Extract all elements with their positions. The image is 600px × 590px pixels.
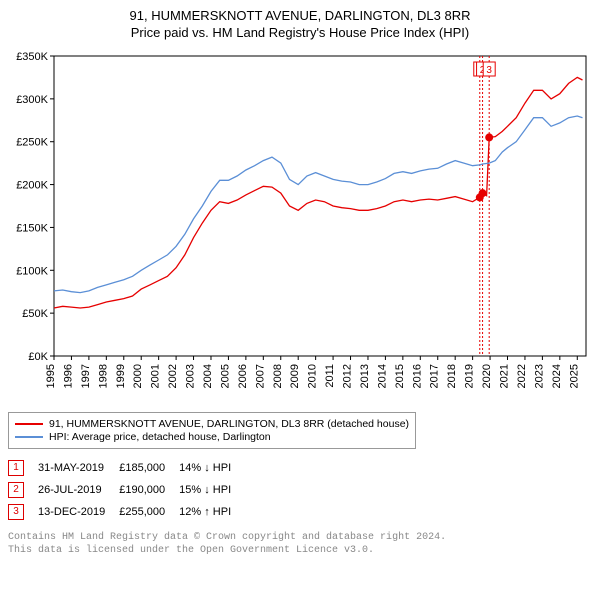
legend-label: HPI: Average price, detached house, Darl… <box>49 431 271 443</box>
svg-text:£200K: £200K <box>16 180 48 192</box>
svg-text:2021: 2021 <box>499 364 511 388</box>
title-line-2: Price paid vs. HM Land Registry's House … <box>8 25 592 40</box>
tx-date: 13-DEC-2019 <box>38 501 119 523</box>
svg-text:2006: 2006 <box>237 364 249 388</box>
tx-price: £255,000 <box>119 501 179 523</box>
svg-text:1996: 1996 <box>62 364 74 388</box>
svg-text:£100K: £100K <box>16 265 48 277</box>
svg-text:2018: 2018 <box>446 364 458 388</box>
svg-text:£150K: £150K <box>16 222 48 234</box>
svg-text:2016: 2016 <box>411 364 423 388</box>
legend-swatch <box>15 436 43 438</box>
table-row: 1 31-MAY-2019£185,00014% ↓ HPI <box>8 457 245 479</box>
svg-text:£350K: £350K <box>16 51 48 63</box>
tx-date: 26-JUL-2019 <box>38 479 119 501</box>
svg-text:£0K: £0K <box>28 351 48 363</box>
svg-text:2017: 2017 <box>429 364 441 388</box>
svg-text:2003: 2003 <box>185 364 197 388</box>
legend-item: 91, HUMMERSKNOTT AVENUE, DARLINGTON, DL3… <box>15 418 409 430</box>
chart-svg: £0K £50K £100K £150K £200K £250K £300K £350K 199… <box>8 46 592 406</box>
svg-text:2002: 2002 <box>167 364 179 388</box>
footnote-line-1: Contains HM Land Registry data © Crown c… <box>8 531 592 544</box>
transactions-table: 1 31-MAY-2019£185,00014% ↓ HPI 2 26-JUL-201… <box>8 457 245 523</box>
svg-text:2024: 2024 <box>551 364 563 388</box>
table-row: 2 26-JUL-2019£190,00015% ↓ HPI <box>8 479 245 501</box>
svg-text:3: 3 <box>486 65 492 76</box>
svg-text:2012: 2012 <box>342 364 354 388</box>
svg-text:2005: 2005 <box>219 364 231 388</box>
tx-marker: 2 <box>8 482 24 498</box>
tx-date: 31-MAY-2019 <box>38 457 119 479</box>
legend-swatch <box>15 423 43 425</box>
svg-text:2004: 2004 <box>202 364 214 388</box>
svg-text:2023: 2023 <box>533 364 545 388</box>
svg-text:2011: 2011 <box>324 364 336 388</box>
svg-text:£250K: £250K <box>16 137 48 149</box>
table-row: 3 13-DEC-2019£255,00012% ↑ HPI <box>8 501 245 523</box>
svg-text:1999: 1999 <box>115 364 127 388</box>
svg-text:£300K: £300K <box>16 94 48 106</box>
tx-price: £185,000 <box>119 457 179 479</box>
tx-delta: 12% ↑ HPI <box>179 501 245 523</box>
legend: 91, HUMMERSKNOTT AVENUE, DARLINGTON, DL3… <box>8 412 416 449</box>
svg-text:2014: 2014 <box>376 364 388 388</box>
tx-price: £190,000 <box>119 479 179 501</box>
footnote-line-2: This data is licensed under the Open Gov… <box>8 544 592 557</box>
price-chart: £0K £50K £100K £150K £200K £250K £300K £350K 199… <box>8 46 592 406</box>
svg-text:2015: 2015 <box>394 364 406 388</box>
title-line-1: 91, HUMMERSKNOTT AVENUE, DARLINGTON, DL3… <box>8 8 592 23</box>
svg-text:2008: 2008 <box>272 364 284 388</box>
svg-text:2025: 2025 <box>568 364 580 388</box>
svg-text:2019: 2019 <box>464 364 476 388</box>
footnote: Contains HM Land Registry data © Crown c… <box>8 531 592 557</box>
svg-text:2010: 2010 <box>307 364 319 388</box>
svg-text:2001: 2001 <box>150 364 162 388</box>
legend-label: 91, HUMMERSKNOTT AVENUE, DARLINGTON, DL3… <box>49 418 409 430</box>
tx-marker: 3 <box>8 504 24 520</box>
tx-marker: 1 <box>8 460 24 476</box>
svg-text:2013: 2013 <box>359 364 371 388</box>
svg-text:2007: 2007 <box>254 364 266 388</box>
svg-text:2000: 2000 <box>132 364 144 388</box>
tx-delta: 15% ↓ HPI <box>179 479 245 501</box>
svg-text:£50K: £50K <box>22 308 48 320</box>
svg-text:2022: 2022 <box>516 364 528 388</box>
svg-text:2009: 2009 <box>289 364 301 388</box>
legend-item: HPI: Average price, detached house, Darl… <box>15 431 409 443</box>
tx-delta: 14% ↓ HPI <box>179 457 245 479</box>
svg-text:1998: 1998 <box>97 364 109 388</box>
svg-text:2020: 2020 <box>481 364 493 388</box>
svg-text:1995: 1995 <box>45 364 57 388</box>
svg-text:1997: 1997 <box>80 364 92 388</box>
